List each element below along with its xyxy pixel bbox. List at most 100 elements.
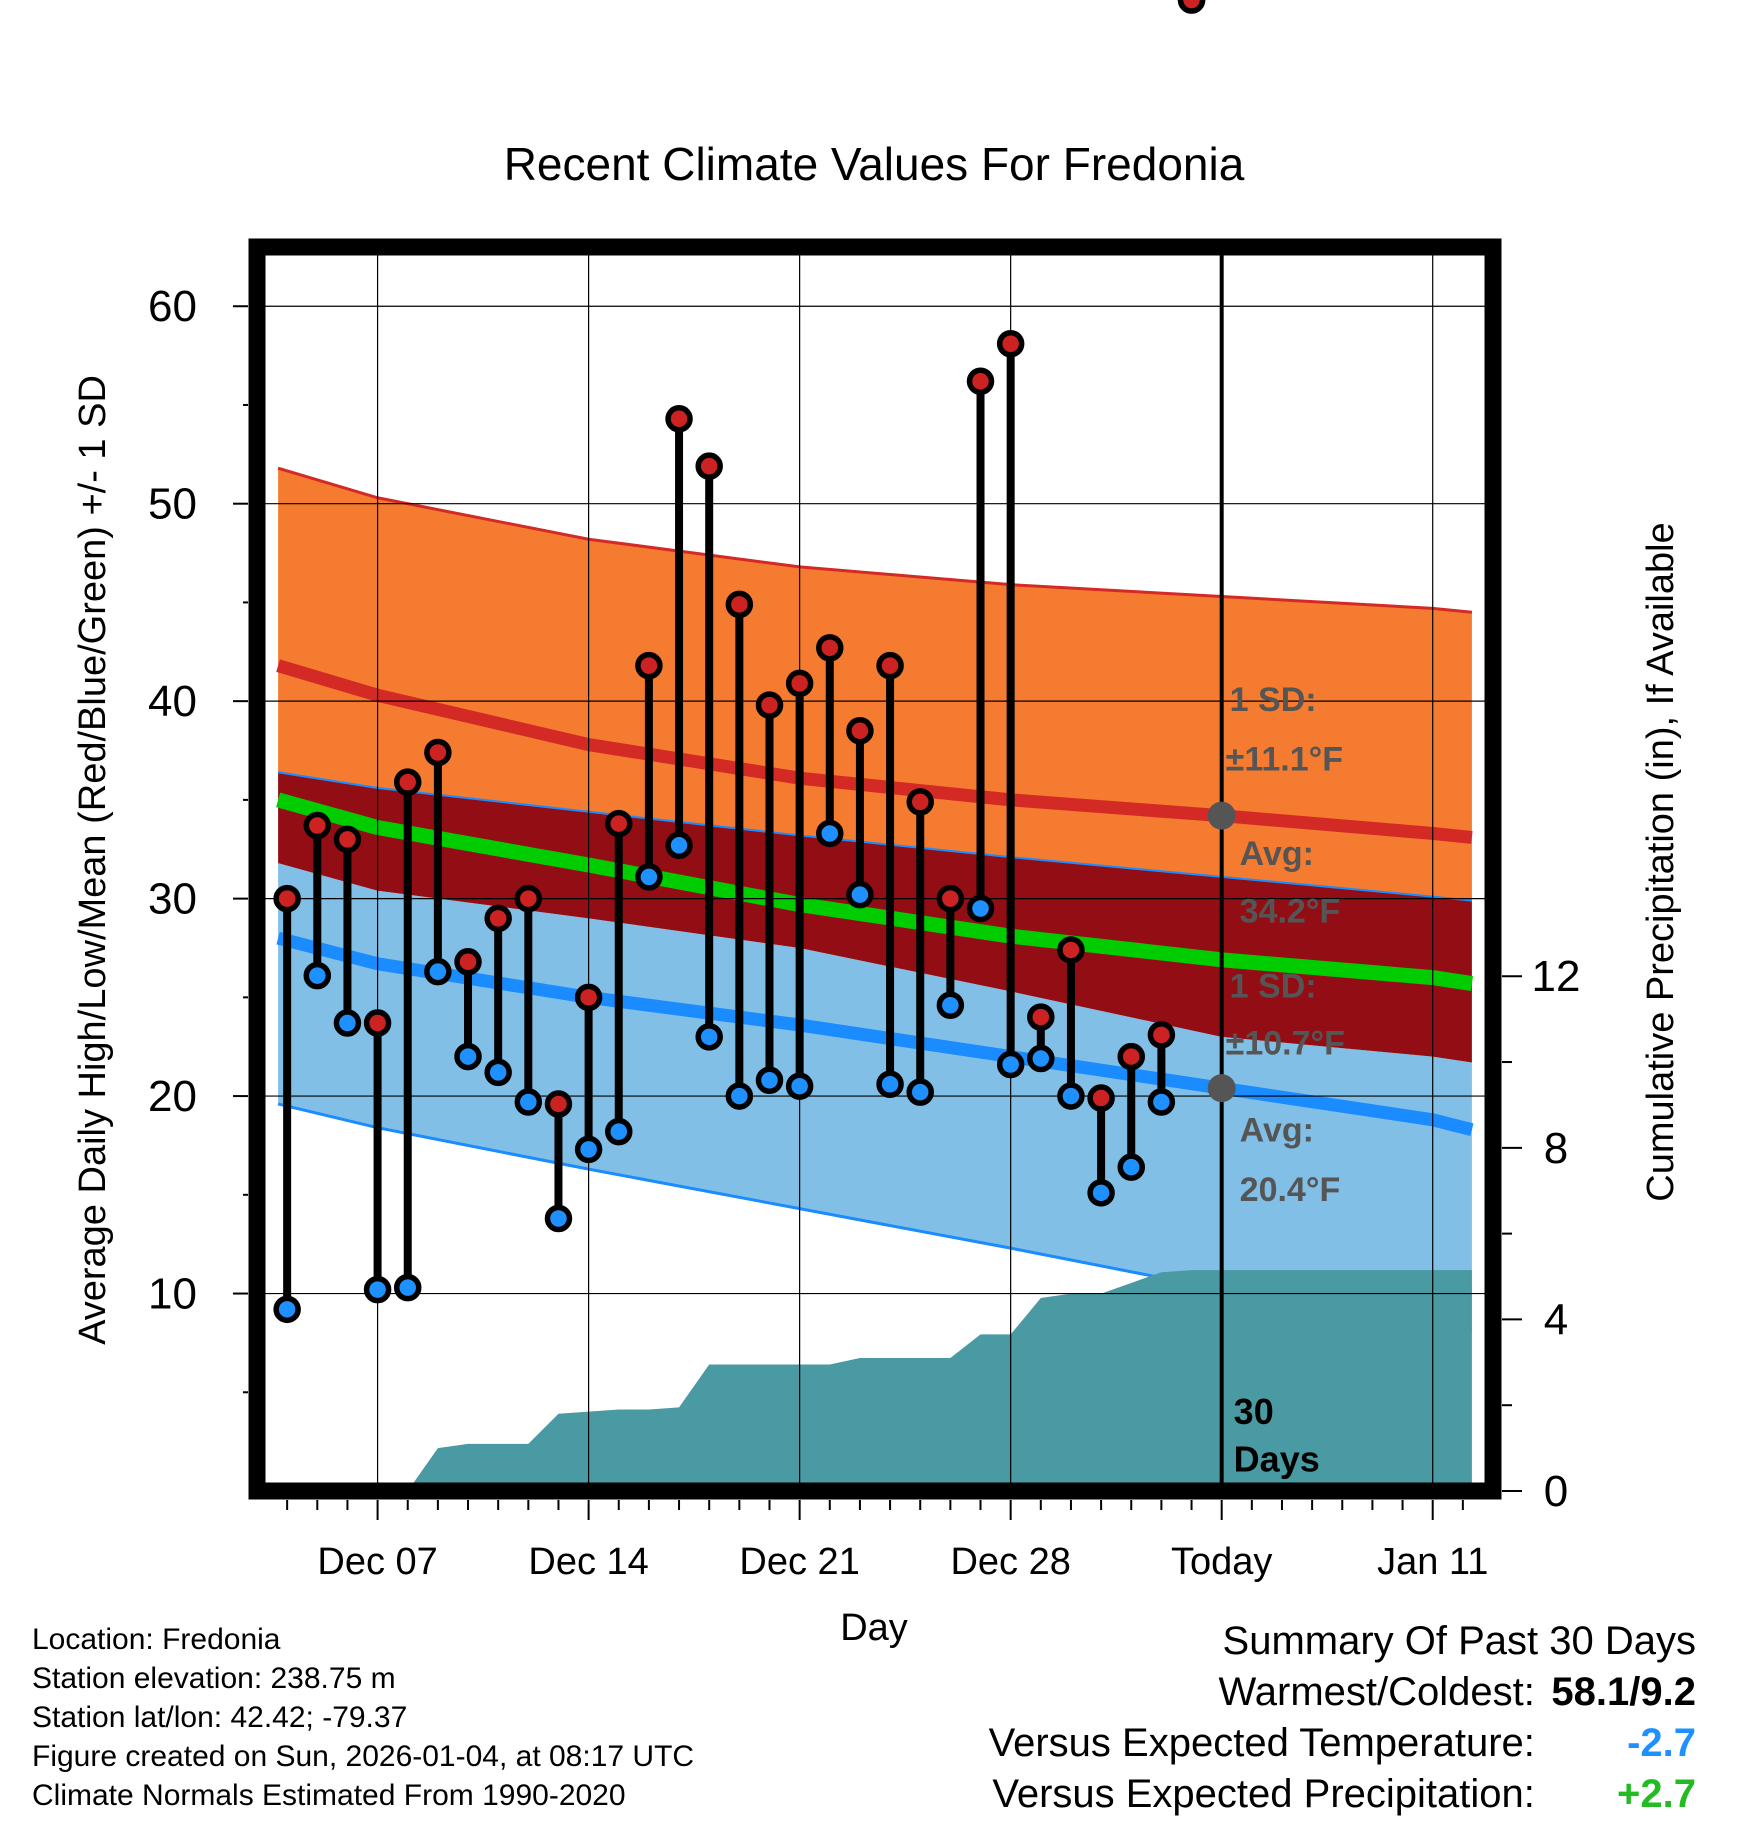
daily-low-marker (1117, 1153, 1145, 1181)
low-normal-line (276, 931, 1474, 1136)
daily-high-marker (785, 669, 814, 698)
daily-low-marker (1147, 1088, 1176, 1116)
window-label-days: Days (1234, 1438, 1320, 1479)
daily-low-marker (1087, 1179, 1115, 1207)
daily-high-marker (1177, 0, 1206, 14)
daily-high-marker (363, 1009, 392, 1037)
daily-low-marker (695, 1023, 723, 1051)
warm-cold-label: Warmest/Coldest: (1218, 1670, 1535, 1714)
x-tick-label: Dec 07 (317, 1541, 437, 1583)
mean-normal-line (276, 792, 1474, 991)
high-avg-value: 34.2°F (1240, 892, 1341, 930)
daily-low-marker (605, 1117, 633, 1146)
low-sd-band (278, 863, 1472, 1332)
daily-low-marker (755, 1066, 784, 1095)
y-left-tick-label: 60 (148, 282, 197, 331)
y-left-tick-label: 50 (148, 480, 197, 529)
daily-range-bars (283, 343, 1166, 1310)
high-normal-line (276, 659, 1473, 844)
daily-high-marker (695, 452, 723, 480)
summary-precipitation: Versus Expected Precipitation: +2.7 (989, 1769, 1696, 1820)
daily-markers (273, 0, 1206, 1324)
precip-anomaly-value: +2.7 (1617, 1772, 1696, 1816)
low-avg-value: 20.4°F (1240, 1171, 1341, 1209)
daily-high-marker (755, 691, 784, 719)
latlon-text: Station lat/lon: 42.42; -79.37 (32, 1701, 408, 1734)
elevation-text: Station elevation: 238.75 m (32, 1662, 396, 1695)
daily-high-marker (1087, 1084, 1115, 1112)
y-left-tick-label: 30 (148, 875, 197, 924)
daily-low-marker (725, 1082, 754, 1110)
daily-low-marker (1057, 1082, 1085, 1110)
daily-high-marker (424, 738, 452, 767)
daily-high-marker (1117, 1042, 1145, 1071)
high-sd-value: ±11.1°F (1226, 740, 1343, 778)
daily-high-marker (665, 405, 693, 433)
daily-high-marker (1057, 936, 1085, 964)
daily-low-marker (665, 831, 693, 860)
y-right-tick-label: 8 (1544, 1124, 1568, 1173)
daily-high-marker (514, 884, 543, 913)
chart-title: Recent Climate Values For Fredonia (504, 138, 1245, 190)
daily-high-marker (393, 768, 422, 796)
warm-cold-value: 58.1/9.2 (1551, 1670, 1696, 1714)
daily-high-marker (1027, 1003, 1055, 1031)
y-left-tick-label: 40 (148, 677, 197, 726)
daily-high-marker (333, 825, 362, 854)
daily-high-marker (544, 1090, 573, 1118)
summary-temperature: Versus Expected Temperature: -2.7 (989, 1718, 1696, 1769)
daily-low-marker (514, 1088, 543, 1116)
daily-high-marker (635, 651, 663, 680)
station-info: Location: Fredonia Station elevation: 23… (32, 1620, 694, 1815)
daily-low-marker (303, 961, 332, 990)
daily-low-marker (273, 1295, 301, 1324)
plot-frame (248, 238, 1502, 1500)
daily-low-marker (816, 819, 844, 848)
x-tick-label: Today (1171, 1541, 1272, 1583)
normal-annotations: 1 SD: ±11.1°F Avg: 34.2°F 1 SD: ±10.7°F Avg: 20… (1207, 681, 1345, 1479)
daily-high-marker (966, 367, 995, 396)
x-tick-label: Dec 14 (528, 1541, 648, 1583)
summary-panel: Summary Of Past 30 Days Warmest/Coldest:… (989, 1616, 1696, 1820)
daily-low-marker (393, 1273, 422, 1302)
daily-high-marker (605, 809, 633, 838)
low-avg-label: Avg: (1240, 1112, 1314, 1150)
x-tick-label: Dec 21 (739, 1541, 859, 1583)
x-tick-label: Jan 11 (1377, 1541, 1488, 1583)
high-avg-dot (1207, 801, 1236, 830)
summary-warm-cold: Warmest/Coldest: 58.1/9.2 (989, 1667, 1697, 1718)
temp-anomaly-value: -2.7 (1627, 1721, 1696, 1765)
daily-low-marker (906, 1078, 934, 1106)
daily-low-marker (785, 1072, 814, 1100)
daily-high-marker (816, 634, 844, 662)
daily-low-marker (544, 1204, 573, 1233)
daily-high-marker (725, 590, 754, 619)
y-right-tick-label: 4 (1544, 1295, 1568, 1344)
daily-high-marker (273, 884, 301, 913)
daily-low-marker (484, 1058, 512, 1087)
high-avg-label: Avg: (1240, 835, 1314, 873)
y-right-tick-label: 0 (1544, 1467, 1568, 1516)
low-sd-value: ±10.7°F (1226, 1025, 1345, 1063)
daily-low-marker (1027, 1044, 1055, 1073)
daily-high-marker (574, 983, 603, 1012)
daily-high-marker (303, 811, 332, 840)
daily-low-marker (876, 1070, 904, 1098)
daily-low-marker (454, 1042, 482, 1071)
daily-high-marker (906, 788, 934, 816)
y-left-tick-label: 20 (148, 1072, 197, 1121)
daily-low-marker (966, 894, 995, 923)
daily-low-marker (635, 863, 663, 891)
high-sd-label: 1 SD: (1230, 681, 1317, 719)
daily-low-marker (996, 1050, 1025, 1079)
normal-bands (276, 466, 1474, 1333)
y-axis-label-right: Cumulative Precipitation (in), If Availa… (1640, 522, 1682, 1201)
daily-high-marker (936, 884, 965, 913)
window-label-number: 30 (1234, 1391, 1274, 1432)
precipitation-area (377, 1270, 1472, 1491)
location-text: Location: Fredonia (32, 1623, 281, 1656)
daily-high-marker (1147, 1021, 1176, 1049)
high-sd-band (278, 468, 1472, 901)
y-axis-label-left: Average Daily High/Low/Mean (Red/Blue/Gr… (72, 375, 114, 1345)
